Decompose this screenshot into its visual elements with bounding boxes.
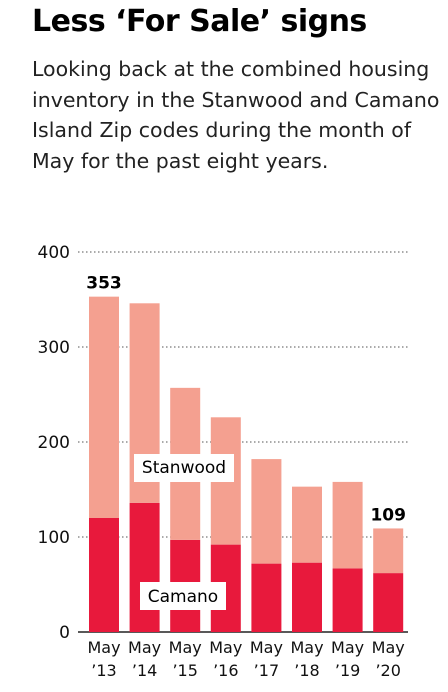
x-tick-label: ’17 bbox=[254, 661, 279, 680]
bar-segment-stanwood bbox=[373, 528, 404, 574]
x-tick-label: ’20 bbox=[375, 661, 400, 680]
x-axis-labels: May ’13 May ’14 May ’15 May ’16 May ’17 May ’18 May ’… bbox=[87, 638, 404, 680]
bar-segment-camano bbox=[89, 518, 119, 632]
x-tick-label: ’15 bbox=[172, 661, 197, 680]
x-tick-label: ’18 bbox=[294, 661, 319, 680]
y-axis-ticks: 0 100 200 300 400 bbox=[38, 243, 70, 643]
y-tick-label: 300 bbox=[38, 338, 70, 358]
x-tick-label: May bbox=[128, 638, 161, 657]
chart-subtitle: Looking back at the combined housing inv… bbox=[32, 57, 440, 173]
data-label: 353 bbox=[86, 274, 122, 294]
bar-segment-camano bbox=[129, 502, 160, 632]
y-tick-label: 400 bbox=[38, 243, 70, 263]
bar-segment-camano bbox=[332, 568, 363, 632]
series-label-box bbox=[140, 582, 226, 610]
x-tick-label: ’19 bbox=[335, 661, 360, 680]
bar-segment-stanwood bbox=[292, 486, 322, 563]
x-tick-label: ’16 bbox=[213, 661, 238, 680]
bar-segment-camano bbox=[292, 562, 322, 632]
y-tick-label: 200 bbox=[38, 433, 70, 453]
series-label-box bbox=[134, 454, 234, 482]
x-tick-label: May bbox=[209, 638, 242, 657]
x-tick-label: May bbox=[169, 638, 202, 657]
x-tick-label: May bbox=[87, 638, 120, 657]
series-label-stanwood: Stanwood bbox=[142, 458, 226, 478]
bar-segment-stanwood bbox=[89, 296, 119, 518]
bar-segment-camano bbox=[373, 573, 404, 632]
chart-title: Less ‘For Sale’ signs bbox=[32, 4, 367, 39]
series-label-camano: Camano bbox=[148, 587, 218, 607]
x-tick-label: May bbox=[372, 638, 405, 657]
data-label: 109 bbox=[370, 505, 406, 525]
y-tick-label: 100 bbox=[38, 528, 70, 548]
x-tick-label: May bbox=[250, 638, 283, 657]
x-tick-label: ’13 bbox=[91, 661, 116, 680]
annotations: 353 109 Stanwood Camano bbox=[86, 274, 406, 610]
bar-segment-camano bbox=[251, 563, 282, 632]
x-tick-label: ’14 bbox=[132, 661, 157, 680]
y-tick-label: 0 bbox=[59, 623, 70, 643]
x-tick-label: May bbox=[290, 638, 323, 657]
x-tick-label: May bbox=[331, 638, 364, 657]
bar-segment-stanwood bbox=[332, 481, 363, 569]
bar-segment-stanwood bbox=[251, 459, 282, 564]
